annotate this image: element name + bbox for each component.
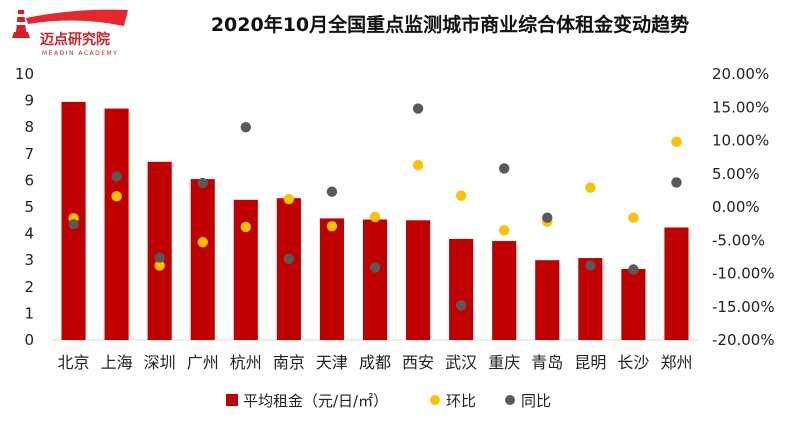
- y-left-tick-label: 7: [24, 145, 34, 163]
- bar: [104, 108, 129, 340]
- mom-point: [628, 212, 639, 223]
- legend-label: 环比: [446, 392, 476, 410]
- bar: [621, 268, 646, 340]
- y-left-tick-label: 1: [24, 304, 34, 322]
- y-right-tick-label: -20.00%: [712, 331, 775, 349]
- mom-point: [412, 159, 424, 171]
- yoy-point: [197, 177, 208, 189]
- y-left-tick-label: 6: [24, 171, 34, 189]
- y-left-tick-label: 8: [24, 118, 34, 136]
- mom-point: [326, 221, 338, 232]
- x-tick-label: 杭州: [230, 353, 262, 372]
- legend-swatch-bar: [226, 394, 238, 406]
- x-tick-label: 长沙: [617, 353, 649, 372]
- yoy-point: [455, 300, 467, 311]
- mom-point: [455, 190, 467, 201]
- x-tick-label: 北京: [58, 353, 90, 372]
- y-left-tick-label: 0: [24, 331, 34, 349]
- yoy-point: [68, 219, 79, 230]
- x-tick-label: 成都: [359, 353, 391, 372]
- y-right-tick-label: -5.00%: [712, 231, 765, 249]
- mom-point: [369, 211, 381, 223]
- logo-name: 迈点研究院: [40, 31, 110, 48]
- lighthouse-icon: [12, 10, 30, 38]
- legend-swatch-point: [505, 395, 515, 405]
- y-right-tick-label: 5.00%: [712, 165, 760, 183]
- mom-point: [111, 191, 122, 202]
- x-tick-label: 昆明: [574, 353, 606, 372]
- yoy-point: [154, 252, 165, 263]
- logo-subtitle: MEADIN ACADEMY: [42, 50, 118, 57]
- mom-point: [585, 182, 596, 193]
- yoy-point: [369, 262, 381, 273]
- bar: [492, 241, 517, 340]
- bar: [535, 260, 560, 340]
- bar: [319, 218, 344, 340]
- x-tick-label: 深圳: [144, 353, 176, 372]
- x-tick-label: 重庆: [488, 353, 520, 372]
- x-tick-label: 西安: [402, 353, 434, 372]
- yoy-point: [542, 212, 553, 223]
- legend-label: 平均租金（元/日/㎡）: [243, 392, 388, 410]
- bar: [147, 161, 172, 340]
- yoy-point: [585, 260, 596, 271]
- bar: [362, 219, 388, 340]
- bar: [664, 227, 689, 340]
- y-right-tick-label: -10.00%: [712, 265, 775, 283]
- bar: [406, 220, 431, 340]
- mom-point: [240, 221, 251, 233]
- bar: [578, 258, 603, 340]
- mom-point: [197, 237, 208, 248]
- yoy-point: [412, 103, 424, 114]
- mom-point: [499, 225, 510, 236]
- bar: [233, 199, 258, 340]
- y-right-tick-label: -15.00%: [712, 298, 775, 316]
- y-right-tick-label: 15.00%: [712, 98, 769, 116]
- y-left-tick-label: 5: [24, 198, 34, 216]
- y-right-tick-label: 0.00%: [712, 198, 760, 216]
- legend-swatch-point: [430, 395, 440, 405]
- yoy-point: [628, 264, 639, 275]
- legend-label: 同比: [521, 392, 551, 410]
- y-left-tick-label: 4: [24, 225, 34, 243]
- x-tick-label: 天津: [316, 353, 348, 372]
- bar: [276, 198, 301, 340]
- yoy-point: [240, 122, 251, 133]
- y-right-tick-label: 20.00%: [712, 65, 769, 83]
- x-tick-label: 武汉: [445, 353, 477, 372]
- x-tick-label: 上海: [101, 353, 133, 372]
- x-tick-label: 南京: [273, 353, 305, 372]
- x-tick-label: 广州: [187, 353, 219, 372]
- x-tick-label: 郑州: [660, 353, 692, 372]
- bar: [190, 179, 215, 340]
- yoy-point: [499, 163, 510, 174]
- yoy-point: [326, 186, 338, 197]
- y-left-tick-label: 9: [24, 92, 34, 110]
- chart-title: 2020年10月全国重点监测城市商业综合体租金变动趋势: [210, 14, 690, 36]
- mom-point: [154, 260, 165, 271]
- y-left-tick-label: 2: [24, 278, 34, 296]
- yoy-point: [111, 171, 122, 182]
- y-left-tick-label: 3: [24, 251, 34, 269]
- y-right-tick-label: 10.00%: [712, 132, 769, 150]
- yoy-point: [283, 253, 295, 265]
- x-tick-label: 青岛: [531, 353, 563, 372]
- mom-point: [671, 136, 682, 148]
- y-left-tick-label: 10: [15, 65, 34, 83]
- meadin-logo: 迈点研究院 MEADIN ACADEMY: [12, 9, 128, 57]
- mom-point: [283, 193, 295, 205]
- yoy-point: [671, 177, 682, 188]
- bar: [449, 238, 474, 340]
- logo-swoosh: [26, 9, 128, 26]
